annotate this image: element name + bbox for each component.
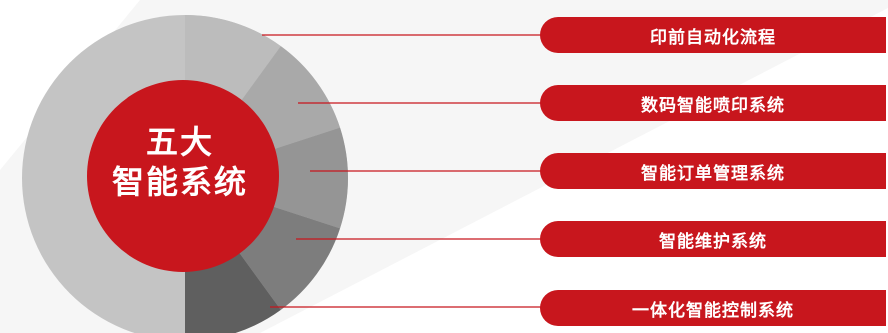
system-pill-integrated-control: 一体化智能控制系统 [540, 290, 886, 326]
system-label: 智能维护系统 [659, 231, 767, 252]
center-label-line1: 五大 [145, 123, 214, 161]
system-label: 一体化智能控制系统 [632, 300, 794, 321]
system-label: 数码智能喷印系统 [641, 95, 785, 116]
connector-group [262, 34, 548, 308]
center-hub [87, 80, 279, 272]
system-label: 智能订单管理系统 [641, 163, 785, 184]
system-pill-digital-printing: 数码智能喷印系统 [540, 85, 886, 121]
system-pill-order-management: 智能订单管理系统 [540, 153, 886, 189]
system-label: 印前自动化流程 [650, 27, 776, 48]
system-pill-maintenance: 智能维护系统 [540, 221, 886, 257]
system-pill-prepress: 印前自动化流程 [540, 17, 886, 53]
center-label-line2: 智能系统 [111, 163, 248, 201]
center-label: 五大 智能系统 [90, 122, 270, 202]
